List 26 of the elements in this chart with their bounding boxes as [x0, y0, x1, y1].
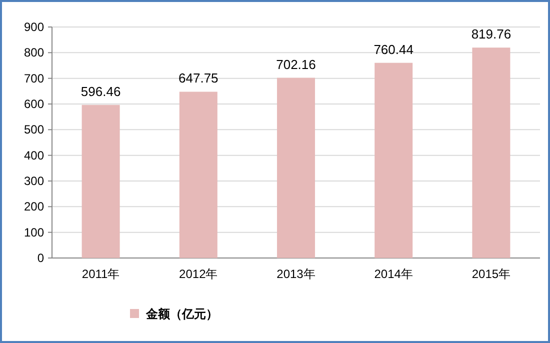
y-tick-label: 400 [24, 148, 44, 162]
y-tick-label: 100 [24, 225, 44, 240]
y-tick-label: 700 [24, 71, 44, 86]
x-tick-label: 2015年 [472, 267, 511, 281]
y-tick-label: 500 [24, 122, 44, 137]
data-label: 647.75 [178, 70, 218, 86]
bar [277, 78, 315, 258]
y-tick-label: 900 [24, 20, 44, 34]
y-tick-label: 0 [37, 251, 44, 265]
y-tick-label: 200 [24, 200, 44, 214]
y-tick-label: 300 [24, 174, 44, 188]
x-tick-label: 2014年 [374, 267, 413, 281]
x-tick-label: 2012年 [179, 267, 218, 281]
bar [374, 62, 413, 258]
data-label: 702.16 [276, 56, 316, 72]
bar [179, 92, 218, 258]
y-tick-label: 800 [24, 46, 44, 60]
y-tick-label: 600 [24, 97, 44, 111]
bar [472, 48, 510, 258]
x-tick-label: 2011年 [82, 267, 120, 281]
x-tick-label: 2013年 [276, 267, 316, 281]
data-label: 596.46 [80, 84, 121, 99]
bar [82, 104, 120, 258]
data-label: 819.76 [471, 26, 512, 42]
legend-label: 金额（亿元） [145, 307, 218, 321]
data-label: 760.44 [374, 42, 414, 57]
